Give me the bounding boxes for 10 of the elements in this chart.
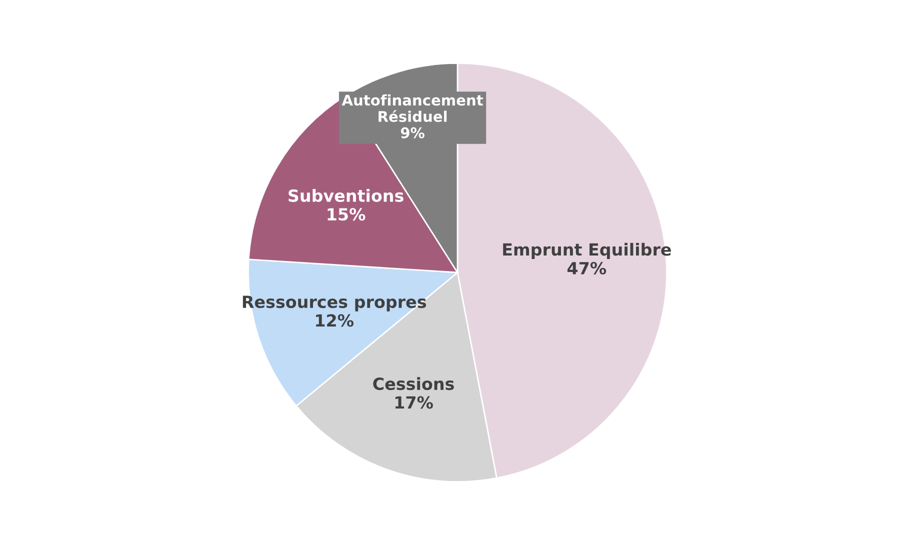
- slice-label: Emprunt Equilibre: [503, 242, 671, 260]
- slice-label: Ressources propres: [242, 296, 426, 312]
- data-label: 17%: [395, 396, 433, 409]
- slice-label: Subventions: [288, 189, 404, 202]
- data-label: 9%: [400, 127, 424, 138]
- slice-label: Autofinancement Résiduel: [342, 94, 483, 122]
- data-label: 15%: [328, 208, 366, 221]
- data-label: 12%: [316, 314, 354, 327]
- data-label: 47%: [567, 262, 606, 274]
- slice-label: Cessions: [373, 377, 454, 390]
